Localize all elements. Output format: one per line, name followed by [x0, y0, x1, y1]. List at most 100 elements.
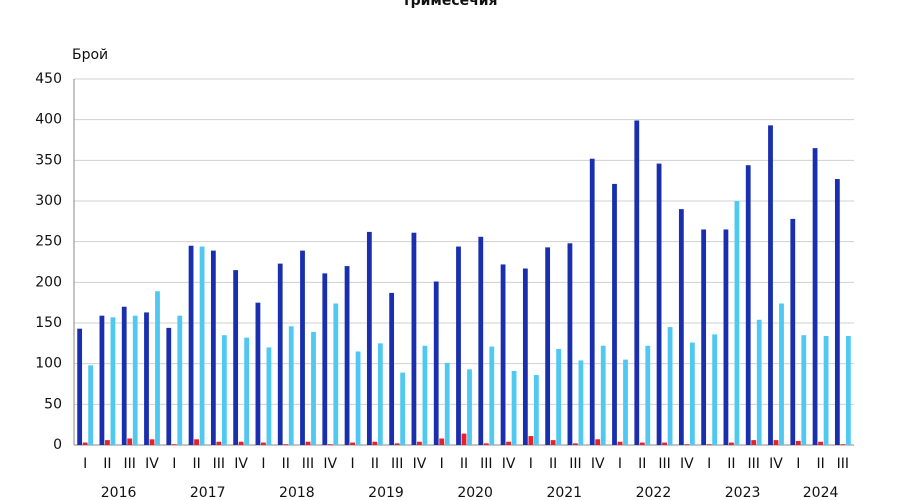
bar [149, 439, 155, 445]
year-label: 2018 [279, 485, 315, 500]
bar [790, 218, 796, 445]
bar [639, 442, 645, 445]
y-tick-label: 250 [35, 234, 62, 250]
bar [88, 365, 94, 445]
x-tick-label: II [282, 456, 290, 472]
x-tick-label: II [192, 456, 200, 472]
x-tick-label: I [618, 456, 622, 472]
bar [634, 120, 640, 445]
bar [244, 337, 250, 445]
x-tick-label: IV [502, 456, 516, 472]
bar [155, 291, 160, 445]
bar [110, 317, 116, 445]
bar [506, 441, 511, 445]
x-tick-label: I [351, 456, 355, 472]
x-tick-label: III [569, 456, 581, 472]
x-tick-label: I [83, 456, 87, 472]
bar [723, 229, 729, 445]
bar [734, 201, 740, 445]
bar [729, 442, 734, 445]
bar [238, 441, 244, 445]
bar [99, 315, 105, 445]
bar [578, 360, 584, 445]
bar [132, 315, 138, 445]
year-label: 2022 [636, 485, 672, 500]
x-tick-label: II [549, 456, 557, 472]
bar [277, 263, 283, 445]
bar [489, 346, 495, 445]
bar [478, 236, 484, 445]
bar [511, 370, 517, 445]
bar [210, 250, 216, 445]
bar [121, 306, 127, 445]
bar [171, 444, 177, 445]
bar [795, 440, 801, 445]
bar [706, 444, 712, 445]
bar [573, 443, 578, 445]
bar [194, 439, 199, 445]
y-tick-label: 300 [35, 193, 62, 209]
bar [612, 183, 617, 446]
bar [689, 342, 695, 445]
bar [801, 335, 807, 445]
bar [422, 345, 428, 445]
bar [467, 369, 472, 445]
bar [255, 302, 261, 445]
x-tick-label: II [371, 456, 379, 472]
bar [444, 362, 450, 445]
y-tick-label: 0 [53, 437, 62, 453]
bar [751, 440, 757, 445]
year-label: 2020 [457, 485, 493, 500]
bar [300, 250, 305, 445]
y-tick-label: 400 [35, 112, 62, 128]
y-tick-label: 450 [35, 71, 62, 87]
x-tick-label: III [124, 456, 136, 472]
bar [400, 372, 406, 445]
bar [433, 281, 439, 445]
year-label: 2017 [190, 485, 226, 500]
bar [377, 343, 383, 445]
bar [439, 438, 445, 445]
x-tick-label: III [391, 456, 403, 472]
bar [333, 303, 339, 445]
bar [82, 442, 88, 445]
y-axis-label: Брой [72, 47, 108, 63]
bar [545, 247, 551, 445]
bar [283, 444, 289, 445]
x-tick-label: III [480, 456, 492, 472]
bar [768, 125, 773, 446]
bar [311, 331, 316, 445]
bar [745, 165, 751, 446]
bar [845, 336, 851, 445]
bar [684, 444, 690, 445]
bar [105, 440, 110, 445]
bar [288, 326, 294, 445]
bar [411, 232, 417, 445]
bar [350, 442, 355, 445]
bar [662, 442, 667, 445]
year-label: 2016 [101, 485, 137, 500]
y-tick-label: 350 [35, 152, 62, 168]
bar [394, 443, 400, 445]
year-label: 2019 [368, 485, 404, 500]
bar [567, 243, 573, 445]
bar [500, 264, 506, 445]
bar [556, 349, 562, 445]
bar [305, 441, 311, 445]
bar [656, 163, 662, 445]
bar [327, 444, 333, 445]
x-tick-label: III [658, 456, 670, 472]
bar [550, 440, 556, 445]
bar [779, 303, 784, 445]
y-tick-label: 50 [44, 396, 62, 412]
year-label: 2024 [803, 485, 839, 500]
x-tick-label: I [172, 456, 176, 472]
bar [812, 148, 818, 445]
bar [322, 273, 328, 445]
bar [756, 319, 762, 445]
x-tick-label: I [707, 456, 711, 472]
bar [528, 436, 534, 445]
bar [678, 209, 684, 445]
x-tick-label: III [837, 456, 849, 472]
bar [840, 444, 846, 445]
